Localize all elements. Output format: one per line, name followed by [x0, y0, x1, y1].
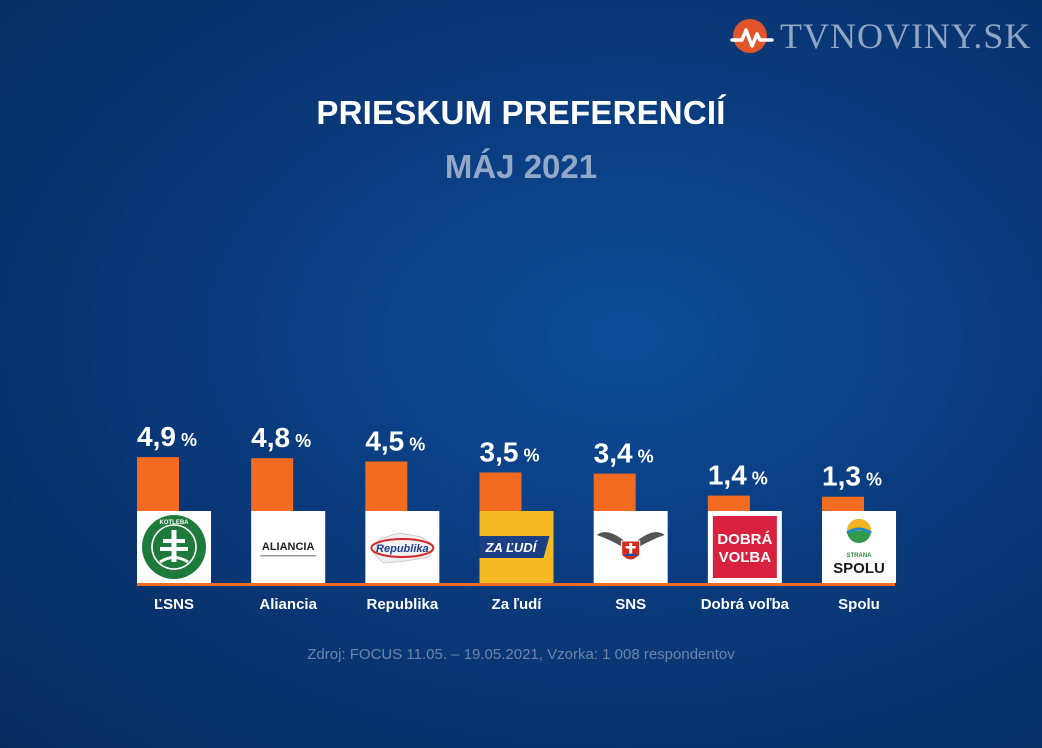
data-label: 4,5 %	[365, 426, 425, 457]
kotleba-lsns-logo-icon: KOTLEBA	[137, 511, 211, 583]
chart-baseline	[137, 583, 895, 586]
brand-name: TVNOVINY.SK	[780, 16, 1032, 56]
logo-text: VOĽBA	[719, 549, 772, 566]
logo-text: SPOLU	[833, 560, 885, 577]
data-label: 3,4 %	[594, 438, 654, 469]
wing-right	[636, 532, 665, 547]
logo-text: STRANA	[847, 553, 873, 559]
category-label: Aliancia	[259, 596, 317, 613]
bar	[593, 473, 636, 511]
sns-logo-icon	[593, 511, 668, 583]
bar-group: 3,5 % ZA ĽUDÍ Za ľudí	[479, 437, 554, 613]
category-label: SNS	[615, 596, 646, 613]
logo-ring	[151, 524, 197, 570]
za-ludi-logo-icon: ZA ĽUDÍ	[479, 511, 554, 583]
bar	[251, 458, 294, 511]
brand: TVNOVINY.SK	[728, 14, 1031, 58]
category-label: Spolu	[838, 596, 880, 613]
bar-group: 3,4 % SNS	[593, 438, 668, 613]
bar	[137, 457, 179, 511]
data-label-unit: %	[633, 447, 654, 467]
data-label-unit: %	[290, 431, 311, 451]
logo-wave	[846, 527, 872, 535]
aliancia-logo-icon: ALIANCIA	[251, 511, 326, 583]
category-label: Za ľudí	[492, 596, 543, 613]
bar	[479, 472, 522, 511]
data-label-unit: %	[404, 435, 425, 455]
bar-group: 4,5 % Republika Republika	[365, 426, 440, 613]
bar	[822, 496, 865, 511]
data-label-unit: %	[176, 430, 197, 450]
data-label-value: 1,3	[822, 461, 861, 492]
logo-text: ALIANCIA	[262, 541, 315, 553]
cross-bar	[163, 539, 185, 543]
data-label-value: 3,5	[480, 437, 519, 468]
cross-stem	[171, 530, 177, 562]
data-label-value: 4,5	[365, 426, 404, 457]
cross-hills	[159, 556, 189, 564]
shield-hills	[622, 553, 639, 556]
logo-text: Republika	[376, 543, 429, 555]
category-label: Dobrá voľba	[701, 596, 790, 613]
logo-band	[479, 536, 550, 558]
category-label: ĽSNS	[154, 596, 194, 613]
logo-text: DOBRÁ	[717, 531, 772, 548]
data-label-unit: %	[747, 469, 768, 489]
bar-group: 4,9 % KOTLEBA ĽSNS	[137, 421, 211, 613]
logo-half	[847, 519, 872, 531]
data-label: 1,3 %	[822, 461, 882, 492]
bar-chart: 4,9 % KOTLEBA ĽSNS 4,8 % ALIANCIA Aliancia 4,5…	[137, 421, 897, 613]
logo-text: ZA ĽUDÍ	[485, 540, 539, 555]
bar-group: 4,8 % ALIANCIA Aliancia	[251, 422, 326, 613]
data-label-unit: %	[518, 446, 539, 466]
data-label: 1,4 %	[708, 460, 768, 491]
bar	[707, 495, 750, 511]
shield-cross	[625, 546, 636, 549]
wing-left	[596, 532, 625, 547]
data-label-value: 1,4	[708, 460, 747, 491]
data-label: 4,8 %	[251, 422, 311, 453]
logo-text: KOTLEBA	[160, 520, 190, 526]
source-note: Zdroj: FOCUS 11.05. – 19.05.2021, Vzorka…	[307, 646, 735, 663]
data-label-value: 4,8	[251, 422, 290, 453]
tvnoviny-logo-icon	[730, 19, 774, 53]
chart-subtitle: MÁJ 2021	[444, 148, 598, 185]
republika-logo-icon: Republika	[365, 511, 440, 583]
logo-line	[260, 555, 317, 557]
data-label-value: 3,4	[594, 438, 633, 469]
logo-ellipse	[370, 538, 435, 558]
logo-background	[251, 511, 326, 583]
bar	[365, 461, 408, 511]
category-label: Republika	[366, 596, 438, 613]
data-label: 4,9 %	[137, 421, 197, 452]
logo-panel	[712, 516, 777, 578]
chart-title: PRIESKUM PREFERENCIÍ	[316, 94, 726, 131]
cross-bar	[160, 547, 188, 551]
shield-cross	[629, 543, 633, 555]
data-label-value: 4,9	[137, 421, 176, 452]
data-label: 3,5 %	[480, 437, 540, 468]
data-label-unit: %	[861, 470, 882, 490]
